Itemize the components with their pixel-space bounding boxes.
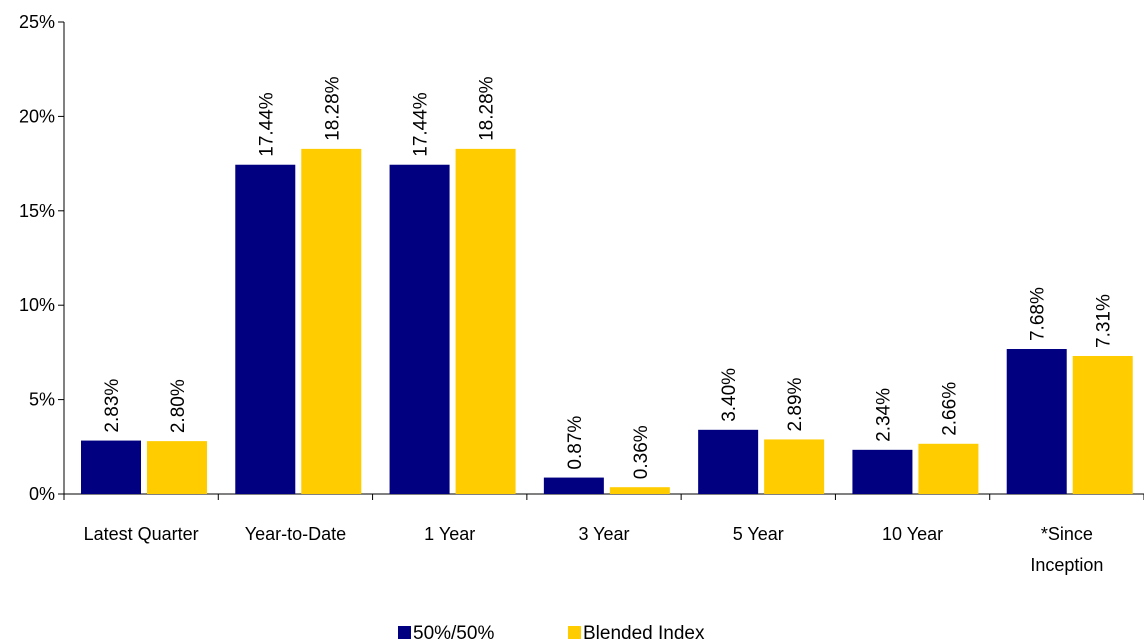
bar-data-label: 17.44% [256, 92, 277, 157]
x-category-label: 1 Year [424, 524, 475, 544]
x-category-label-line: Year-to-Date [245, 524, 346, 544]
bar-series-2 [764, 439, 825, 494]
bar-series-1 [389, 164, 450, 495]
bar-data-label: 2.89% [785, 377, 806, 431]
x-category-label: 5 Year [733, 524, 784, 544]
legend-swatch [398, 626, 411, 639]
bar-data-label: 7.68% [1028, 287, 1049, 341]
x-category-label: 3 Year [578, 524, 629, 544]
bar-data-label: 0.87% [565, 416, 586, 470]
bar-series-2 [918, 443, 979, 494]
legend-label: Blended Index [583, 623, 705, 644]
x-category-label-line: Inception [1030, 555, 1103, 575]
bar-data-label: 0.36% [631, 425, 652, 479]
bar-series-1 [1006, 349, 1067, 494]
bar-series-2 [301, 148, 362, 494]
legend-swatch [568, 626, 581, 639]
legend: 50%/50% Blended Index [398, 623, 705, 644]
data-labels: 2.83% 17.44% 17.44% 0.87% 3.40% 2.34% 7.68% 2.8… [102, 76, 1115, 479]
y-tick-label: 15% [19, 201, 55, 221]
bar-data-label: 2.83% [102, 379, 123, 433]
x-category-label: *Since Inception [1030, 524, 1103, 575]
x-category-label-line: 10 Year [882, 524, 943, 544]
bars [81, 148, 1133, 495]
x-category-label: Year-to-Date [245, 524, 346, 544]
x-category-label-line: *Since [1041, 524, 1093, 544]
y-tick-label: 20% [19, 106, 55, 126]
y-axis: 0% 5% 10% 15% 20% 25% [19, 12, 65, 504]
y-tick-label: 0% [29, 484, 55, 504]
bar-data-label: 2.80% [168, 379, 189, 433]
x-category-label-line: 1 Year [424, 524, 475, 544]
y-tick-label: 5% [29, 390, 55, 410]
bar-data-label: 18.28% [477, 76, 498, 141]
x-category-label-line: 3 Year [578, 524, 629, 544]
x-category-label-line: 5 Year [733, 524, 784, 544]
bar-series-1 [698, 429, 759, 494]
bar-series-2 [455, 148, 516, 494]
bar-series-1 [235, 164, 296, 495]
bar-series-2 [1072, 355, 1133, 494]
bar-data-label: 3.40% [719, 368, 740, 422]
x-axis: Latest Quarter Year-to-Date 1 Year 3 Year 5 … [63, 493, 1144, 575]
bar-series-1 [852, 449, 913, 494]
legend-label: 50%/50% [413, 623, 494, 644]
bar-series-2 [147, 441, 207, 494]
bar-series-1 [543, 477, 604, 494]
bar-data-label: 2.34% [873, 388, 894, 442]
bar-series-2 [609, 487, 670, 494]
bar-data-label: 7.31% [1094, 294, 1115, 348]
bar-series-1 [81, 440, 141, 494]
x-category-label-line: Latest Quarter [84, 524, 199, 544]
bar-data-label: 17.44% [411, 92, 432, 157]
bar-data-label: 18.28% [322, 76, 343, 141]
bar-data-label: 2.66% [939, 382, 960, 436]
x-category-label: Latest Quarter [84, 524, 199, 544]
y-tick-label: 10% [19, 295, 55, 315]
y-tick-label: 25% [19, 12, 55, 32]
x-category-label: 10 Year [882, 524, 943, 544]
